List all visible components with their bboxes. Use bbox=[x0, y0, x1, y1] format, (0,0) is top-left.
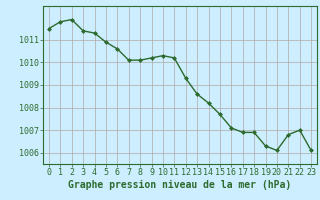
X-axis label: Graphe pression niveau de la mer (hPa): Graphe pression niveau de la mer (hPa) bbox=[68, 180, 292, 190]
